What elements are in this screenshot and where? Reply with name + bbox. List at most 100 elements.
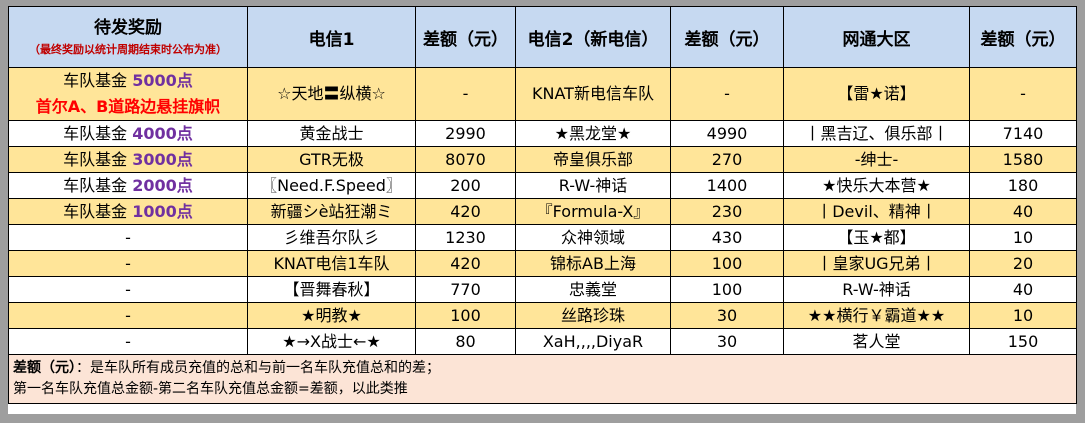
diff-telecom1: -	[415, 67, 516, 121]
footer-row: 差额（元）：是车队所有成员充值的总和与前一名车队充值总和的差； 第一名车队充值总…	[8, 354, 1077, 404]
table-row: - ★明教★ 100 丝路珍珠 30 ★★横行￥霸道★★ 10	[8, 302, 1077, 329]
reward-cell: -	[8, 302, 248, 329]
team-netcom: 丨黑吉辽、俱乐部丨	[783, 120, 970, 147]
diff-netcom: 150	[969, 328, 1077, 355]
team-telecom1: ★明教★	[247, 302, 416, 329]
team-telecom1: ★→X战士←★	[247, 328, 416, 355]
team-netcom: 【玉★都】	[783, 224, 970, 251]
reward-cell: 车队基金 5000点 首尔A、B道路边悬挂旗帜	[8, 67, 248, 121]
reward-fund-amount: 3000点	[132, 149, 193, 169]
diff-telecom2: 1400	[670, 172, 784, 199]
team-telecom1: 彡维吾尔队彡	[247, 224, 416, 251]
team-telecom2: 众神领域	[515, 224, 671, 251]
table-row: - KNAT电信1车队 420 锦标AB上海 100 丨皇家UG兄弟丨 20	[8, 250, 1077, 277]
reward-fund-text: 车队基金	[63, 123, 133, 143]
team-netcom: 【雷★诺】	[783, 67, 970, 121]
header-row: 待发奖励 （最终奖励以统计周期结束时公布为准） 电信1 差额（元） 电信2（新电…	[8, 6, 1077, 68]
team-telecom2: R-W-神话	[515, 172, 671, 199]
header-reward: 待发奖励 （最终奖励以统计周期结束时公布为准）	[8, 6, 248, 68]
diff-netcom: 10	[969, 302, 1077, 329]
diff-telecom2: 100	[670, 250, 784, 277]
team-ranking-table: 待发奖励 （最终奖励以统计周期结束时公布为准） 电信1 差额（元） 电信2（新电…	[8, 6, 1077, 404]
header-netcom: 网通大区	[783, 6, 970, 68]
footer-label: 差额（元）	[13, 360, 76, 376]
table-row: - 【晋舞春秋】 770 忠義堂 100 R-W-神话 40	[8, 276, 1077, 303]
team-telecom2: 锦标AB上海	[515, 250, 671, 277]
reward-cell: -	[8, 224, 248, 251]
team-telecom1: 〖Need.F.Speed〗	[247, 172, 416, 199]
team-telecom1: 黄金战士	[247, 120, 416, 147]
footer-line-1: 差额（元）：是车队所有成员充值的总和与前一名车队充值总和的差；	[13, 358, 1076, 379]
reward-fund-amount: 4000点	[132, 123, 193, 143]
diff-netcom: 1580	[969, 146, 1077, 173]
team-telecom1: 新疆シè站狂潮ミ	[247, 198, 416, 225]
team-telecom1: ☆天地〓纵横☆	[247, 67, 416, 121]
header-diff3: 差额（元）	[969, 6, 1077, 68]
team-telecom1: KNAT电信1车队	[247, 250, 416, 277]
reward-note: （最终奖励以统计周期结束时公布为准）	[29, 43, 227, 56]
diff-telecom2: 270	[670, 146, 784, 173]
diff-netcom: 7140	[969, 120, 1077, 147]
diff-telecom2: 30	[670, 302, 784, 329]
diff-telecom1: 80	[415, 328, 516, 355]
table-row: 车队基金 1000点 新疆シè站狂潮ミ 420 『Formula-X』 230 …	[8, 198, 1077, 225]
reward-extra: 首尔A、B道路边悬挂旗帜	[35, 97, 221, 116]
table-row: - 彡维吾尔队彡 1230 众神领域 430 【玉★都】 10	[8, 224, 1077, 251]
team-telecom1: 【晋舞春秋】	[247, 276, 416, 303]
diff-netcom: 40	[969, 276, 1077, 303]
footer-note: 差额（元）：是车队所有成员充值的总和与前一名车队充值总和的差； 第一名车队充值总…	[8, 354, 1077, 404]
header-telecom1: 电信1	[247, 6, 416, 68]
team-telecom2: ★黑龙堂★	[515, 120, 671, 147]
reward-cell: -	[8, 276, 248, 303]
table-row: 车队基金 5000点 首尔A、B道路边悬挂旗帜 ☆天地〓纵横☆ - KNAT新电…	[8, 67, 1077, 121]
team-netcom: 丨Devil、精神丨	[783, 198, 970, 225]
team-netcom: ★快乐大本营★	[783, 172, 970, 199]
reward-title: 待发奖励	[94, 18, 162, 38]
team-netcom: R-W-神话	[783, 276, 970, 303]
team-telecom2: 丝路珍珠	[515, 302, 671, 329]
reward-fund: 车队基金 5000点	[10, 69, 247, 95]
ranking-sheet: 待发奖励 （最终奖励以统计周期结束时公布为准） 电信1 差额（元） 电信2（新电…	[8, 6, 1077, 414]
diff-telecom1: 420	[415, 250, 516, 277]
reward-fund-text: 车队基金	[63, 71, 133, 90]
reward-cell: 车队基金 3000点	[8, 146, 248, 173]
reward-cell: 车队基金 1000点	[8, 198, 248, 225]
diff-telecom1: 200	[415, 172, 516, 199]
diff-netcom: 20	[969, 250, 1077, 277]
reward-cell: 车队基金 4000点	[8, 120, 248, 147]
reward-fund-amount: 2000点	[132, 175, 193, 195]
reward-fund-amount: 1000点	[132, 201, 193, 221]
footer-text-1: ：是车队所有成员充值的总和与前一名车队充值总和的差；	[76, 360, 440, 376]
team-netcom: 丨皇家UG兄弟丨	[783, 250, 970, 277]
team-telecom1: GTR无极	[247, 146, 416, 173]
team-netcom: 茗人堂	[783, 328, 970, 355]
table-row: 车队基金 2000点 〖Need.F.Speed〗 200 R-W-神话 140…	[8, 172, 1077, 199]
header-diff1: 差额（元）	[415, 6, 516, 68]
team-telecom2: 忠義堂	[515, 276, 671, 303]
diff-telecom1: 1230	[415, 224, 516, 251]
diff-telecom1: 770	[415, 276, 516, 303]
reward-cell: -	[8, 328, 248, 355]
header-telecom2: 电信2（新电信）	[515, 6, 671, 68]
diff-telecom2: 30	[670, 328, 784, 355]
team-netcom: -绅士-	[783, 146, 970, 173]
team-telecom2: KNAT新电信车队	[515, 67, 671, 121]
diff-telecom2: 100	[670, 276, 784, 303]
diff-telecom2: 4990	[670, 120, 784, 147]
team-telecom2: XaH,,,,DiyaR	[515, 328, 671, 355]
footer-line-2: 第一名车队充值总金额-第二名车队充值总金额=差额，以此类推	[13, 381, 408, 397]
diff-telecom2: 230	[670, 198, 784, 225]
diff-netcom: 180	[969, 172, 1077, 199]
reward-fund-amount: 5000点	[132, 71, 193, 90]
diff-netcom: 10	[969, 224, 1077, 251]
diff-telecom1: 8070	[415, 146, 516, 173]
team-telecom2: 『Formula-X』	[515, 198, 671, 225]
team-netcom: ★★横行￥霸道★★	[783, 302, 970, 329]
diff-telecom1: 420	[415, 198, 516, 225]
reward-cell: 车队基金 2000点	[8, 172, 248, 199]
diff-telecom1: 100	[415, 302, 516, 329]
reward-fund-text: 车队基金	[63, 201, 133, 221]
diff-netcom: -	[969, 67, 1077, 121]
diff-telecom2: 430	[670, 224, 784, 251]
table-row: 车队基金 4000点 黄金战士 2990 ★黑龙堂★ 4990 丨黑吉辽、俱乐部…	[8, 120, 1077, 147]
